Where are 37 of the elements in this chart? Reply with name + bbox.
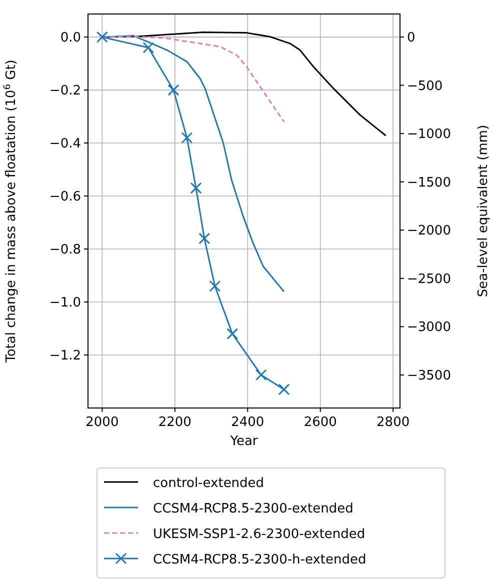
y-tick-label: −1.2 <box>49 348 81 364</box>
y-tick-label: −1.0 <box>49 296 81 311</box>
y2-tick-label: 0 <box>407 30 416 46</box>
y-tick-label: −0.4 <box>49 136 81 152</box>
point <box>181 132 193 144</box>
legend-label: CCSM4-RCP8.5-2300-extended <box>153 502 354 516</box>
line-series <box>101 36 285 123</box>
y-tick-label: −0.8 <box>49 242 81 258</box>
y2-tick-label: −3000 <box>407 320 451 336</box>
y2-tick-label: −1500 <box>407 175 451 190</box>
y2-tick-label: −500 <box>407 78 443 94</box>
legend-label: control-extended <box>153 476 264 491</box>
point <box>168 84 180 96</box>
point <box>209 280 221 292</box>
y2-axis-title: Sea-level equivalent (mm) <box>476 124 491 298</box>
x-tick-label: 2000 <box>86 415 119 430</box>
x-tick-label: 2800 <box>376 415 410 430</box>
x-tick-label: 2600 <box>304 415 337 430</box>
y2-tick-label: −1000 <box>407 127 451 142</box>
legend-label: UKESM-SSP1-2.6-2300-extended <box>153 527 366 542</box>
x-axis-title: Year <box>229 434 258 449</box>
point <box>142 42 154 54</box>
point <box>198 232 210 244</box>
y2-tick-label: −2000 <box>407 224 451 239</box>
point <box>226 328 238 340</box>
y-tick-label: −0.2 <box>49 84 81 99</box>
point <box>255 369 267 381</box>
y2-tick-label: −2500 <box>407 272 451 287</box>
y2-tick-label: −3500 <box>407 368 451 384</box>
point <box>96 31 108 43</box>
x-tick-label: 2400 <box>231 415 264 430</box>
point <box>190 182 202 194</box>
x-tick-label: 2200 <box>158 415 192 430</box>
y-tick-label: 0.0 <box>60 30 81 46</box>
point <box>278 384 290 396</box>
legend-label: CCSM4-RCP8.5-2300-h-extended <box>153 552 366 568</box>
y-tick-label: −0.6 <box>49 190 81 205</box>
